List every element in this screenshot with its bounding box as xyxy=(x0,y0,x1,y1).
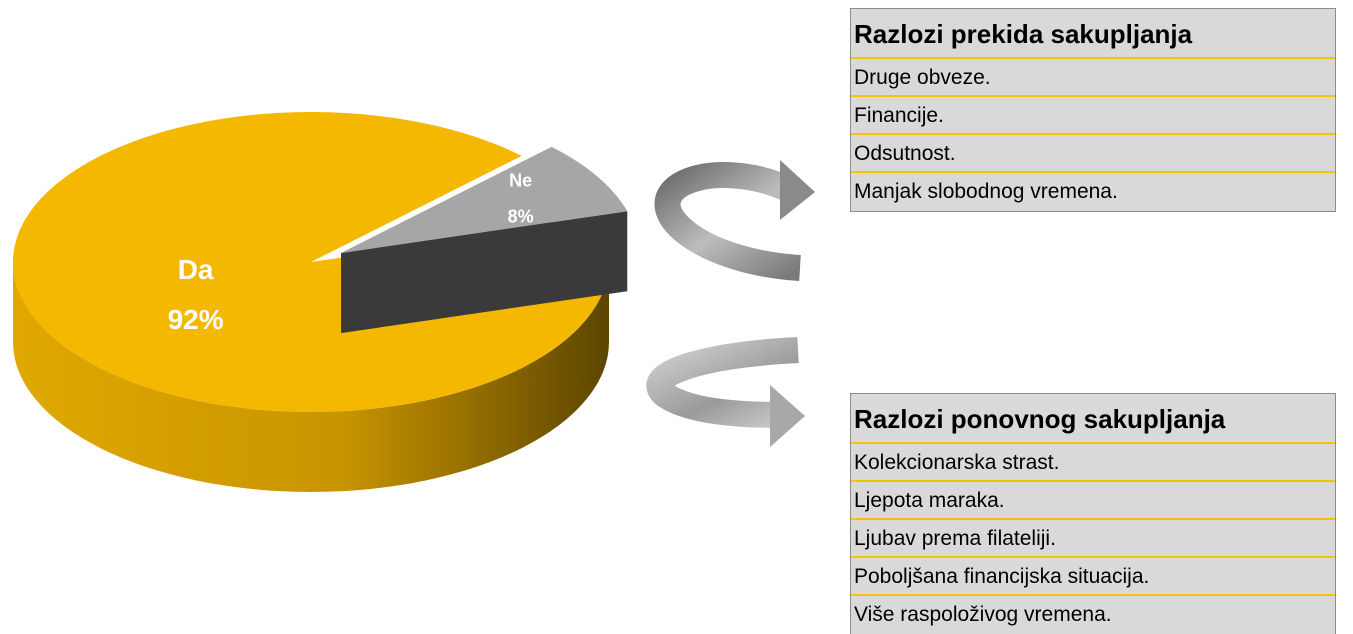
table-row: Druge obveze. xyxy=(851,59,1335,97)
table-row: Više raspoloživog vremena. xyxy=(854,603,1112,626)
table-row: Manjak slobodnog vremena. xyxy=(854,180,1118,203)
table-row: Ljubav prema filateliji. xyxy=(851,520,1335,558)
slice xyxy=(341,146,628,254)
table-title: Razlozi ponovnog sakupljanja xyxy=(851,394,1335,444)
arrow-head xyxy=(770,385,805,447)
pie: Da 92% Ne 8% xyxy=(12,111,628,492)
table-row: Financije. xyxy=(851,97,1335,135)
slice-label: Ne xyxy=(509,170,532,190)
table: Razlozi prekida sakupljanja Druge obveze… xyxy=(850,8,1336,212)
table-row: Odsutnost. xyxy=(851,135,1335,173)
slice xyxy=(12,111,609,413)
arrow xyxy=(654,162,801,281)
slice-side xyxy=(13,262,609,492)
table-row: Kolekcionarska strast. xyxy=(851,444,1335,482)
chart: Da 92% Ne 8% xyxy=(12,111,815,492)
slice-face xyxy=(341,211,628,334)
arrow-head xyxy=(780,160,815,220)
slice-value-label: 8% xyxy=(508,206,534,226)
slice-value-label: 92% xyxy=(168,304,224,335)
slice-label: Da xyxy=(178,254,214,285)
arrow xyxy=(646,337,799,428)
table: Razlozi ponovnog sakupljanja Kolekcionar… xyxy=(850,393,1336,634)
table-title: Razlozi prekida sakupljanja xyxy=(851,9,1335,59)
table-row: Poboljšana financijska situacija. xyxy=(851,558,1335,596)
table-row: Ljepota maraka. xyxy=(851,482,1335,520)
